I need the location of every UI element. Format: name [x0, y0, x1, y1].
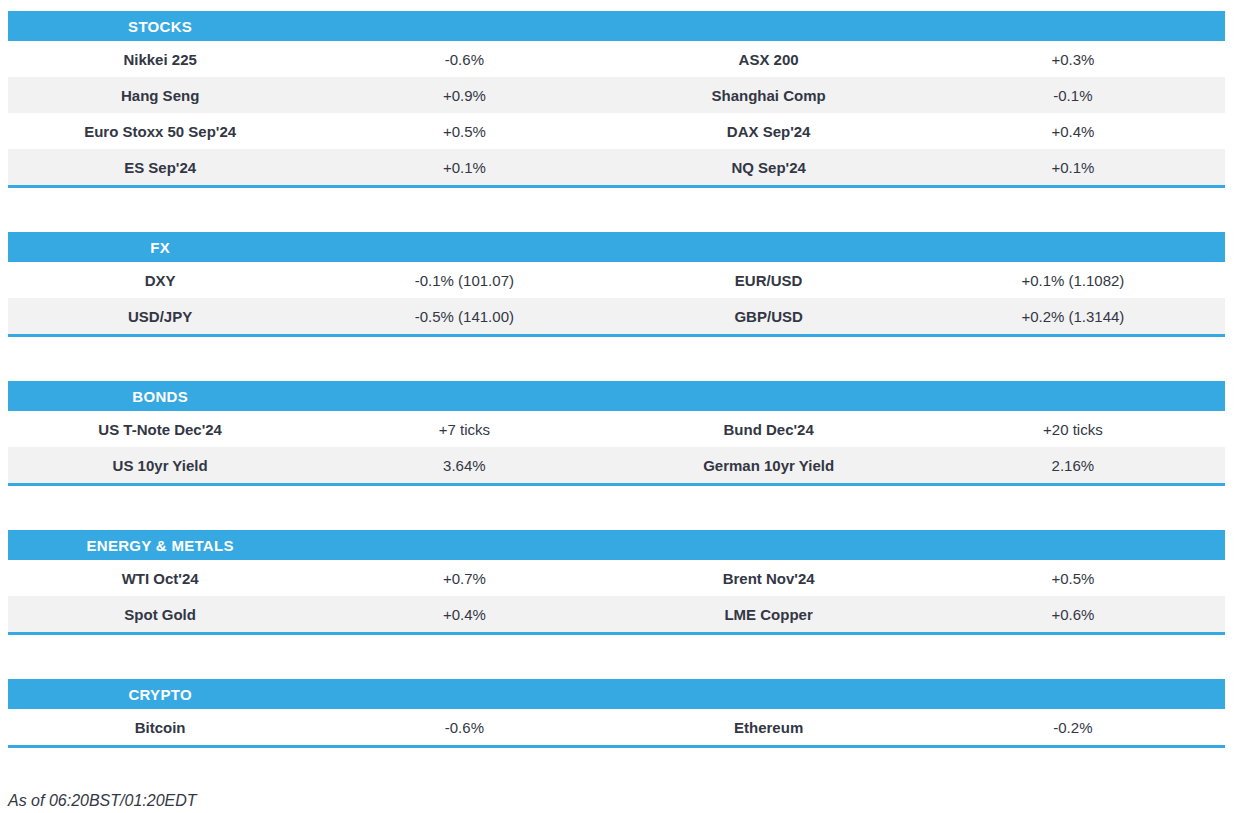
instrument-label: Euro Stoxx 50 Sep'24: [8, 113, 312, 149]
instrument-label: USD/JPY: [8, 298, 312, 334]
instrument-value: -0.5% (141.00): [312, 298, 616, 334]
section-title: CRYPTO: [8, 679, 312, 709]
instrument-value: +0.1%: [921, 149, 1225, 185]
instrument-value: +20 ticks: [921, 411, 1225, 447]
table-row: WTI Oct'24+0.7%Brent Nov'24+0.5%: [8, 560, 1225, 596]
instrument-label: Bund Dec'24: [617, 411, 921, 447]
instrument-label: Hang Seng: [8, 77, 312, 113]
market-summary-tables: STOCKSNikkei 225-0.6%ASX 200+0.3%Hang Se…: [8, 11, 1237, 748]
instrument-value: 3.64%: [312, 447, 616, 483]
instrument-value: +0.3%: [921, 41, 1225, 77]
section-header-bar: FX: [8, 232, 1225, 262]
instrument-value: +0.9%: [312, 77, 616, 113]
instrument-label: ASX 200: [617, 41, 921, 77]
section-title: FX: [8, 232, 312, 262]
market-summary-page: STOCKSNikkei 225-0.6%ASX 200+0.3%Hang Se…: [0, 0, 1237, 810]
as-of-timestamp: As of 06:20BST/01:20EDT: [8, 792, 1237, 810]
instrument-label: US T-Note Dec'24: [8, 411, 312, 447]
section-header-bar: STOCKS: [8, 11, 1225, 41]
instrument-value: -0.1% (101.07): [312, 262, 616, 298]
table-row: Hang Seng+0.9%Shanghai Comp-0.1%: [8, 77, 1225, 113]
table-row: US 10yr Yield3.64%German 10yr Yield2.16%: [8, 447, 1225, 483]
instrument-value: +0.1%: [312, 149, 616, 185]
section-stocks: STOCKSNikkei 225-0.6%ASX 200+0.3%Hang Se…: [8, 11, 1225, 188]
instrument-value: +0.5%: [921, 560, 1225, 596]
instrument-value: +0.1% (1.1082): [921, 262, 1225, 298]
instrument-label: LME Copper: [617, 596, 921, 632]
table-row: Spot Gold+0.4%LME Copper+0.6%: [8, 596, 1225, 632]
section-header-bar: BONDS: [8, 381, 1225, 411]
instrument-label: Nikkei 225: [8, 41, 312, 77]
instrument-label: ES Sep'24: [8, 149, 312, 185]
instrument-value: +0.2% (1.3144): [921, 298, 1225, 334]
instrument-value: +0.6%: [921, 596, 1225, 632]
instrument-label: Bitcoin: [8, 709, 312, 745]
section-title: STOCKS: [8, 11, 312, 41]
instrument-value: +7 ticks: [312, 411, 616, 447]
section-title: BONDS: [8, 381, 312, 411]
instrument-value: -0.6%: [312, 41, 616, 77]
instrument-value: 2.16%: [921, 447, 1225, 483]
instrument-value: -0.1%: [921, 77, 1225, 113]
instrument-value: +0.4%: [921, 113, 1225, 149]
table-row: US T-Note Dec'24+7 ticksBund Dec'24+20 t…: [8, 411, 1225, 447]
instrument-value: -0.6%: [312, 709, 616, 745]
instrument-label: DXY: [8, 262, 312, 298]
section-crypto: CRYPTOBitcoin-0.6%Ethereum-0.2%: [8, 679, 1225, 748]
table-row: Bitcoin-0.6%Ethereum-0.2%: [8, 709, 1225, 745]
instrument-label: Brent Nov'24: [617, 560, 921, 596]
instrument-value: +0.7%: [312, 560, 616, 596]
section-header-bar: ENERGY & METALS: [8, 530, 1225, 560]
instrument-value: -0.2%: [921, 709, 1225, 745]
instrument-label: Shanghai Comp: [617, 77, 921, 113]
instrument-value: +0.5%: [312, 113, 616, 149]
table-row: Nikkei 225-0.6%ASX 200+0.3%: [8, 41, 1225, 77]
instrument-label: Ethereum: [617, 709, 921, 745]
instrument-label: Spot Gold: [8, 596, 312, 632]
instrument-label: DAX Sep'24: [617, 113, 921, 149]
section-fx: FXDXY-0.1% (101.07)EUR/USD+0.1% (1.1082)…: [8, 232, 1225, 337]
table-row: Euro Stoxx 50 Sep'24+0.5%DAX Sep'24+0.4%: [8, 113, 1225, 149]
section-header-bar: CRYPTO: [8, 679, 1225, 709]
instrument-label: US 10yr Yield: [8, 447, 312, 483]
section-energy-metals: ENERGY & METALSWTI Oct'24+0.7%Brent Nov'…: [8, 530, 1225, 635]
instrument-label: GBP/USD: [617, 298, 921, 334]
section-title: ENERGY & METALS: [8, 530, 312, 560]
table-row: DXY-0.1% (101.07)EUR/USD+0.1% (1.1082): [8, 262, 1225, 298]
instrument-label: WTI Oct'24: [8, 560, 312, 596]
instrument-value: +0.4%: [312, 596, 616, 632]
table-row: USD/JPY-0.5% (141.00)GBP/USD+0.2% (1.314…: [8, 298, 1225, 334]
instrument-label: German 10yr Yield: [617, 447, 921, 483]
table-row: ES Sep'24+0.1%NQ Sep'24+0.1%: [8, 149, 1225, 185]
instrument-label: EUR/USD: [617, 262, 921, 298]
instrument-label: NQ Sep'24: [617, 149, 921, 185]
section-bonds: BONDSUS T-Note Dec'24+7 ticksBund Dec'24…: [8, 381, 1225, 486]
